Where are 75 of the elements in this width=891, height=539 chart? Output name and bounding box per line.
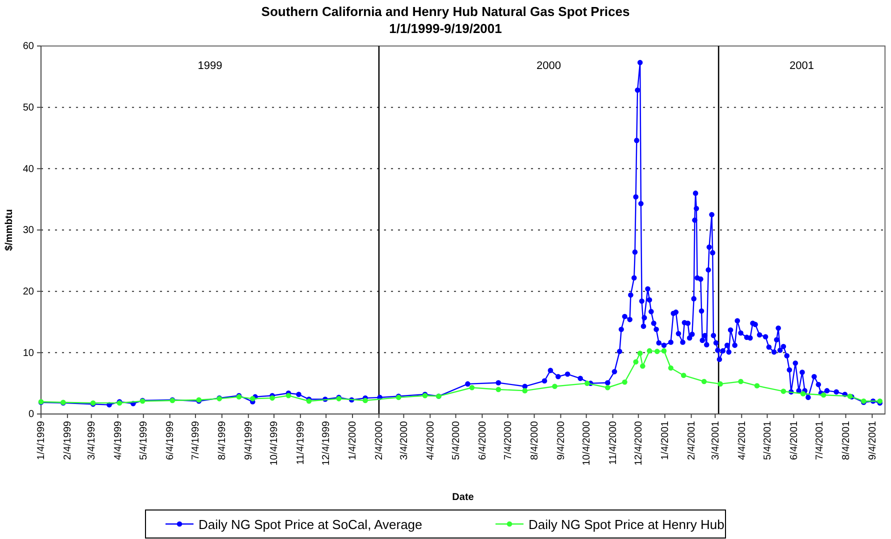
point bbox=[718, 381, 723, 387]
x-tick-label: 8/4/2000 bbox=[529, 420, 540, 460]
x-tick-label: 9/4/2001 bbox=[867, 420, 878, 460]
point bbox=[654, 348, 660, 354]
point bbox=[637, 350, 643, 356]
y-tick-label: 20 bbox=[22, 286, 34, 298]
x-tick-label: 6/4/2001 bbox=[788, 420, 800, 460]
x-tick-label: 4/4/2000 bbox=[425, 420, 436, 460]
x-tick-label: 12/4/2000 bbox=[634, 420, 645, 466]
x-tick-label: 1/4/2000 bbox=[348, 420, 359, 460]
x-tick-label: 6/4/2000 bbox=[477, 420, 488, 460]
chart-title: Southern California and Henry Hub Natural Gas Spot Prices bbox=[261, 4, 630, 19]
point bbox=[250, 396, 256, 402]
x-tick-label: 12/4/1999 bbox=[321, 420, 332, 466]
point bbox=[701, 378, 707, 384]
y-tick-label: 0 bbox=[28, 409, 34, 420]
x-tick-label: 5/4/2000 bbox=[450, 420, 462, 460]
x-tick-label: 7/4/2000 bbox=[503, 420, 514, 460]
point bbox=[661, 348, 667, 354]
point bbox=[270, 395, 275, 401]
y-tick-label: 30 bbox=[22, 225, 34, 236]
point bbox=[738, 378, 744, 384]
point bbox=[668, 365, 674, 371]
y-axis-title: $/mmbtu bbox=[4, 209, 15, 251]
point bbox=[780, 388, 786, 394]
point bbox=[522, 388, 528, 394]
x-tick-label: 2/4/2000 bbox=[374, 420, 386, 460]
x-tick-label: 11/4/1999 bbox=[296, 420, 307, 465]
point bbox=[633, 359, 638, 365]
legend-label: Daily NG Spot Price at Henry Hub bbox=[528, 517, 724, 532]
point bbox=[469, 384, 475, 390]
point bbox=[362, 398, 368, 404]
y-tick-label: 40 bbox=[22, 164, 34, 175]
x-tick-label: 4/4/2001 bbox=[736, 420, 748, 460]
x-tick-label: 10/4/1999 bbox=[269, 420, 280, 466]
point bbox=[820, 392, 826, 398]
chart-subtitle: 1/1/1999-9/19/2001 bbox=[389, 21, 502, 36]
point bbox=[640, 364, 646, 369]
point bbox=[622, 379, 628, 385]
x-tick-label: 2/4/2001 bbox=[686, 420, 698, 460]
x-tick-label: 7/4/1999 bbox=[190, 420, 202, 460]
x-tick-label: 6/4/1999 bbox=[165, 420, 176, 460]
annotation: 2000 bbox=[536, 60, 562, 72]
x-tick-label: 3/4/1999 bbox=[86, 420, 98, 460]
x-tick-label: 3/4/2000 bbox=[398, 420, 410, 460]
x-tick-label: 3/4/2001 bbox=[710, 420, 722, 460]
x-tick-label: 9/4/2000 bbox=[556, 420, 567, 460]
x-tick-label: 8/4/1999 bbox=[217, 420, 228, 460]
point bbox=[680, 372, 686, 378]
point bbox=[496, 386, 502, 392]
annotation: 1999 bbox=[198, 60, 222, 72]
point bbox=[646, 348, 652, 354]
x-tick-label: 11/4/2000 bbox=[608, 420, 619, 465]
legend-label: Daily NG Spot Price at SoCal, Average bbox=[198, 517, 422, 532]
point bbox=[605, 384, 610, 390]
x-tick-label: 2/4/1999 bbox=[62, 420, 74, 460]
annotation: 2001 bbox=[790, 60, 814, 72]
x-tick-label: 1/4/2001 bbox=[660, 420, 672, 460]
point bbox=[552, 384, 558, 390]
point bbox=[286, 392, 292, 398]
point bbox=[754, 383, 760, 388]
x-axis-title: Date bbox=[452, 492, 474, 503]
point bbox=[800, 391, 806, 396]
y-tick-label: 10 bbox=[22, 348, 34, 359]
x-tick-label: 5/4/2001 bbox=[762, 420, 774, 460]
x-tick-label: 4/4/1999 bbox=[113, 420, 124, 460]
point bbox=[584, 380, 590, 386]
x-tick-label: 5/4/1999 bbox=[138, 420, 150, 460]
y-tick-label: 50 bbox=[22, 102, 34, 114]
x-tick-label: 10/4/2000 bbox=[582, 420, 593, 466]
x-tick-label: 9/4/1999 bbox=[244, 420, 255, 460]
x-tick-label: 7/4/2001 bbox=[814, 420, 826, 460]
y-tick-label: 60 bbox=[22, 41, 34, 52]
x-tick-label: 8/4/2001 bbox=[840, 420, 852, 460]
x-tick-label: 1/4/1999 bbox=[36, 420, 48, 460]
